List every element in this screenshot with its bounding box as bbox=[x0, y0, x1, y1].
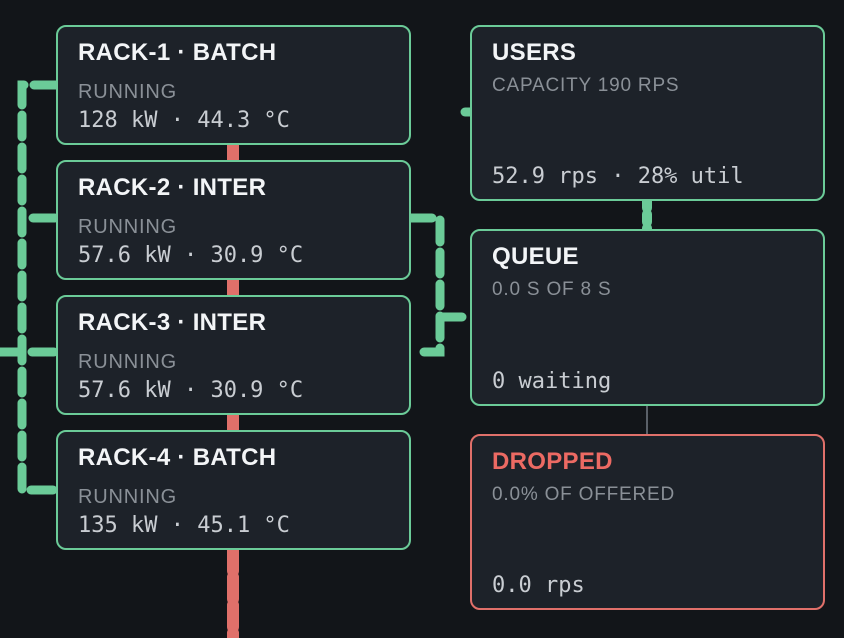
card-metrics: 0.0 rps bbox=[492, 573, 585, 598]
card-title: RACK-1 · BATCH bbox=[78, 39, 277, 66]
bracket bbox=[17, 80, 61, 495]
card-metrics: 128 kW · 44.3 °C bbox=[78, 108, 290, 133]
users-card: USERS CAPACITY 190 RPS 52.9 rps · 28% ut… bbox=[470, 25, 825, 201]
rack-card: RACK-4 · BATCH RUNNING 135 kW · 45.1 °C bbox=[56, 430, 411, 550]
rack-card: RACK-3 · INTER RUNNING 57.6 kW · 30.9 °C bbox=[56, 295, 411, 415]
card-metrics: 57.6 kW · 30.9 °C bbox=[78, 243, 304, 268]
queue-card: QUEUE 0.0 S OF 8 S 0 waiting bbox=[470, 229, 825, 406]
card-title: USERS bbox=[492, 39, 577, 66]
card-status: RUNNING bbox=[78, 351, 177, 373]
card-title: QUEUE bbox=[492, 243, 579, 270]
card-title: RACK-2 · INTER bbox=[78, 174, 267, 201]
card-status: RUNNING bbox=[78, 81, 177, 103]
dropped-card: DROPPED 0.0% OF OFFERED 0.0 rps bbox=[470, 434, 825, 610]
card-subtitle: CAPACITY 190 RPS bbox=[492, 75, 680, 96]
card-metrics: 57.6 kW · 30.9 °C bbox=[78, 378, 304, 403]
card-metrics: 52.9 rps · 28% util bbox=[492, 164, 744, 189]
rack-card: RACK-2 · INTER RUNNING 57.6 kW · 30.9 °C bbox=[56, 160, 411, 280]
rack-to-queue bbox=[405, 213, 475, 357]
card-status: RUNNING bbox=[78, 216, 177, 238]
card-subtitle: 0.0 S OF 8 S bbox=[492, 279, 612, 300]
stub bbox=[0, 213, 61, 357]
card-metrics: 0 waiting bbox=[492, 369, 612, 394]
card-title: RACK-4 · BATCH bbox=[78, 444, 277, 471]
card-title: DROPPED bbox=[492, 448, 613, 475]
card-title: RACK-3 · INTER bbox=[78, 309, 267, 336]
card-subtitle: 0.0% OF OFFERED bbox=[492, 484, 676, 505]
card-metrics: 135 kW · 45.1 °C bbox=[78, 513, 290, 538]
card-status: RUNNING bbox=[78, 486, 177, 508]
rack-card: RACK-1 · BATCH RUNNING 128 kW · 44.3 °C bbox=[56, 25, 411, 145]
